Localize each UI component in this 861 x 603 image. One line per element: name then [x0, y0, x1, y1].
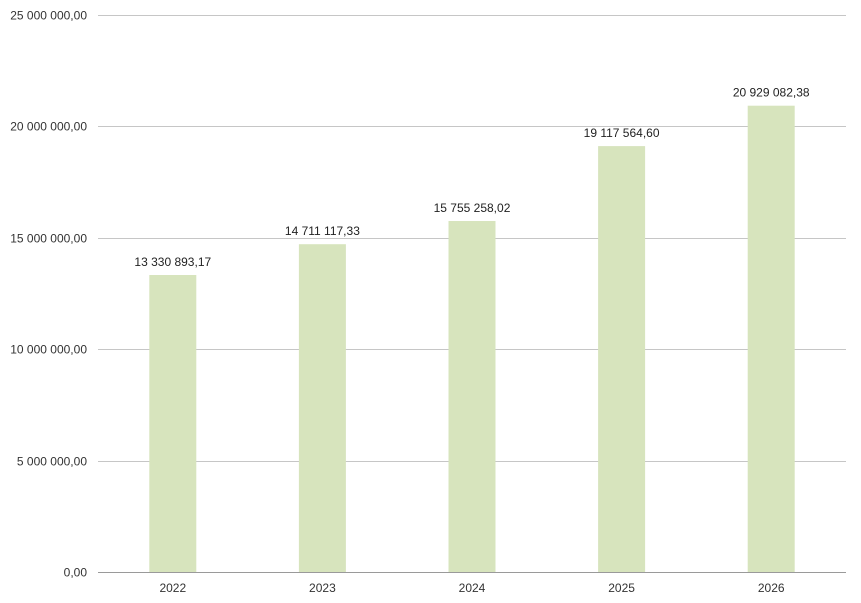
- x-axis-tick-labels: 2022 2023 2024 2025 2026: [159, 581, 784, 595]
- bar-2022: [149, 275, 197, 572]
- y-tick-label: 20 000 000,00: [10, 120, 87, 134]
- y-tick-label: 10 000 000,00: [10, 343, 87, 357]
- y-tick-label: 25 000 000,00: [10, 9, 87, 23]
- y-tick-label: 15 000 000,00: [10, 232, 87, 246]
- data-label: 14 711 117,33: [285, 224, 360, 238]
- y-tick-label: 5 000 000,00: [17, 455, 87, 469]
- data-label: 19 117 564,60: [584, 126, 660, 140]
- x-tick-label: 2026: [758, 581, 785, 595]
- bar-2026: [747, 105, 795, 572]
- data-labels: 13 330 893,17 14 711 117,33 15 755 258,02 1…: [134, 86, 809, 269]
- x-tick-label: 2025: [608, 581, 635, 595]
- bar-2024: [448, 221, 496, 572]
- bar-2023: [298, 244, 346, 572]
- data-label: 13 330 893,17: [134, 255, 211, 269]
- data-label: 20 929 082,38: [733, 86, 810, 100]
- x-tick-label: 2022: [159, 581, 186, 595]
- bar-2025: [598, 146, 646, 572]
- bars: [149, 105, 795, 572]
- y-tick-label: 0,00: [64, 566, 88, 580]
- y-axis-tick-labels: 0,00 5 000 000,00 10 000 000,00 15 000 000,…: [10, 9, 87, 580]
- x-tick-label: 2023: [309, 581, 336, 595]
- x-tick-label: 2024: [459, 581, 486, 595]
- data-label: 15 755 258,02: [434, 201, 511, 215]
